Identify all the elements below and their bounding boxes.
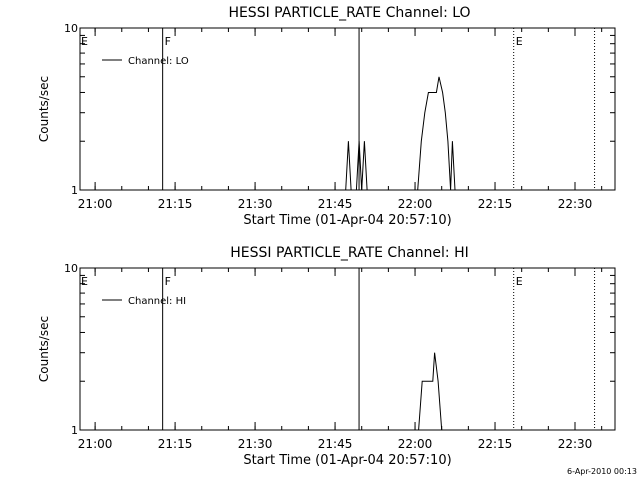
series-line	[418, 352, 443, 431]
x-tick-label: 21:30	[238, 437, 273, 451]
chart-panel-2: HESSI PARTICLE_RATE Channel: HI 1 10 Counts…	[37, 245, 616, 468]
x-axis-label: Start Time (01-Apr-04 20:57:10)	[243, 453, 451, 468]
legend: Channel: LO	[102, 56, 189, 67]
x-tick-label: 22:15	[478, 197, 513, 211]
y-tick-label: 1	[71, 424, 78, 437]
legend: Channel: HI	[102, 296, 186, 307]
x-axis-label: Start Time (01-Apr-04 20:57:10)	[243, 213, 451, 228]
x-tick-label: 22:15	[478, 437, 513, 451]
chart-panel-1: HESSI PARTICLE_RATE Channel: LO 1 10 Counts…	[37, 5, 616, 228]
event-marker-label: F	[165, 275, 171, 288]
legend-entry: Channel: HI	[128, 296, 186, 307]
plot-frame	[79, 267, 616, 431]
event-marker-label: E	[516, 35, 523, 48]
chart-title: HESSI PARTICLE_RATE Channel: LO	[228, 5, 470, 21]
x-tick-label: 22:30	[558, 197, 593, 211]
y-axis-label: Counts/sec	[37, 76, 51, 142]
y-tick-label: 10	[64, 262, 78, 275]
x-tick-label: 21:00	[78, 197, 113, 211]
x-tick-label: 21:15	[158, 437, 193, 451]
event-marker-label: E	[516, 275, 523, 288]
y-axis-label: Counts/sec	[37, 316, 51, 382]
chart-title: HESSI PARTICLE_RATE Channel: HI	[230, 245, 468, 261]
x-tick-label: 21:30	[238, 197, 273, 211]
y-tick-label: 10	[64, 22, 78, 35]
x-tick-label: 21:45	[318, 437, 353, 451]
event-marker-label: F	[165, 35, 171, 48]
x-tick-label: 21:15	[158, 197, 193, 211]
x-tick-label: 22:00	[398, 437, 433, 451]
legend-entry: Channel: LO	[128, 56, 189, 67]
edge-marker-label: E	[81, 275, 88, 288]
x-tick-label: 21:00	[78, 437, 113, 451]
edge-marker-label: E	[81, 35, 88, 48]
x-tick-label: 22:30	[558, 437, 593, 451]
y-tick-label: 1	[71, 184, 78, 197]
footer-timestamp: 6-Apr-2010 00:13	[567, 467, 637, 476]
series-line	[345, 76, 456, 191]
x-tick-label: 21:45	[318, 197, 353, 211]
plot-frame	[79, 27, 616, 191]
x-tick-label: 22:00	[398, 197, 433, 211]
